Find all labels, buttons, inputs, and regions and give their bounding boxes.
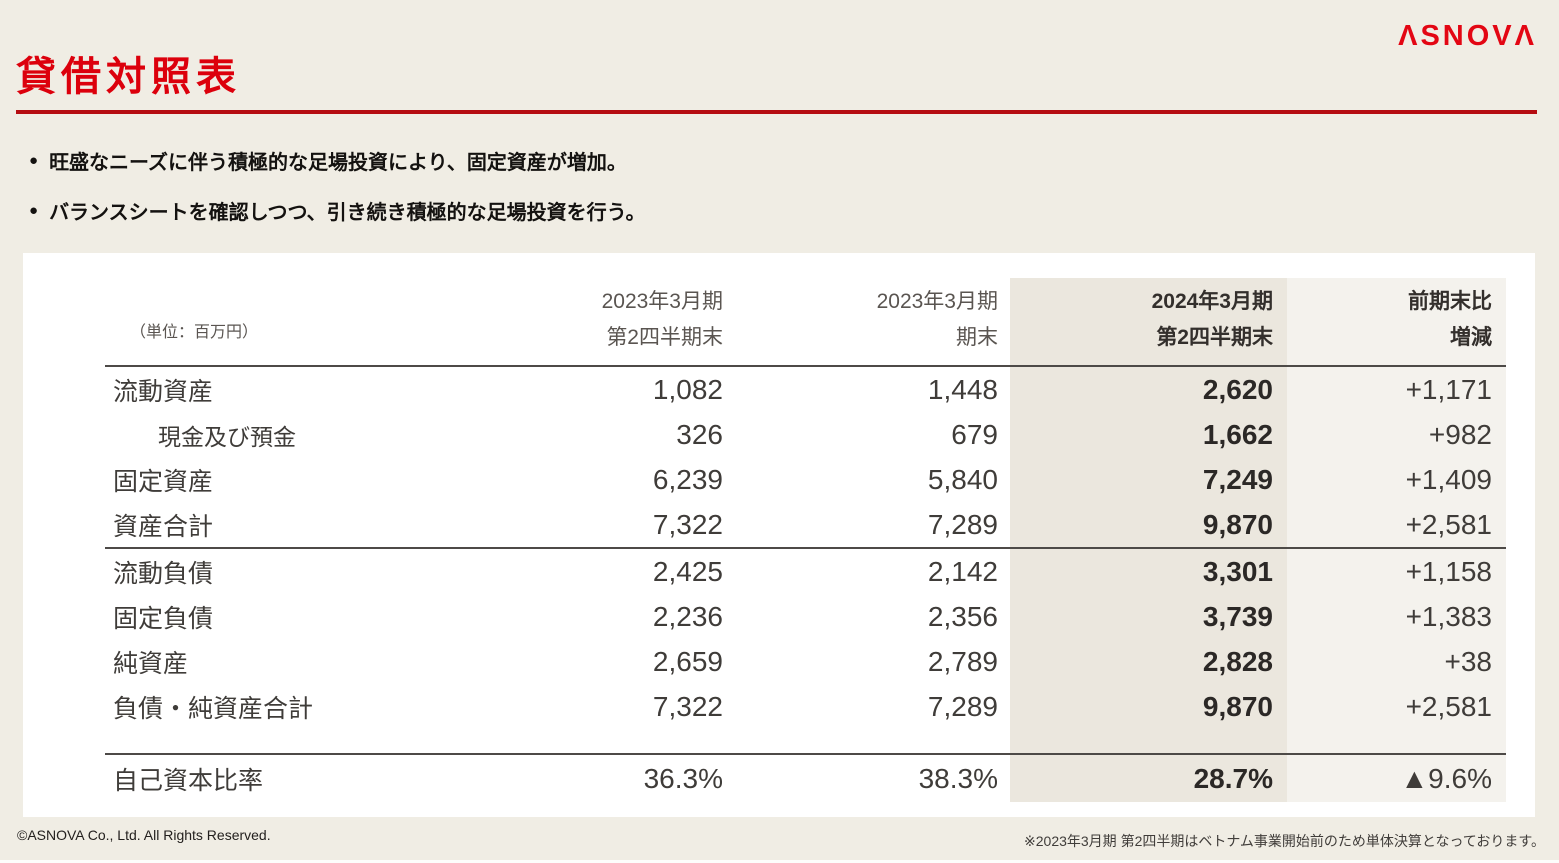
cell-value: 7,289 xyxy=(927,690,998,722)
cell-value: 9,870 xyxy=(1202,690,1273,722)
cell-value: 2,789 xyxy=(927,645,998,677)
row-label: 流動資産 xyxy=(113,377,214,406)
bullet-item: ● バランスシートを確認しつつ、引き続き積極的な足場投資を行う。 xyxy=(29,196,645,225)
bullet-icon: ● xyxy=(29,202,39,219)
table-rows: 流動資産 1,082 1,448 2,620 +1,171 現金及び預金 326… xyxy=(105,367,1506,729)
cell-value: +1,171 xyxy=(1405,373,1492,405)
table-spacer xyxy=(105,729,1506,753)
row-label: 固定負債 xyxy=(113,604,214,633)
cell-value: +2,581 xyxy=(1405,508,1492,540)
row-label: 現金及び預金 xyxy=(158,423,296,450)
unit-label: （単位：百万円） xyxy=(130,324,259,341)
table-row: 流動資産 1,082 1,448 2,620 +1,171 xyxy=(105,367,1506,412)
row-label: 流動負債 xyxy=(113,559,214,588)
row-label: 純資産 xyxy=(113,649,189,678)
cell-value: 2,828 xyxy=(1202,645,1273,677)
cell-value: +982 xyxy=(1428,418,1492,450)
cell-value: +1,383 xyxy=(1405,600,1492,632)
cell-value: 2,142 xyxy=(927,555,998,587)
cell-value: 7,289 xyxy=(927,508,998,540)
cell-value: 7,322 xyxy=(652,508,723,540)
asnova-logo: ΛSNOVΛ xyxy=(1398,20,1537,52)
unit-label-cell: （単位：百万円） xyxy=(105,253,560,365)
table-row-equity-ratio: 自己資本比率 36.3% 38.3% 28.7% ▲9.6% xyxy=(105,753,1506,802)
column-header-change: 前期末比 増減 xyxy=(1408,290,1492,349)
cell-value: 28.7% xyxy=(1193,762,1273,794)
cell-value: +1,409 xyxy=(1405,463,1492,495)
balance-sheet-card: （単位：百万円） 2023年3月期 第2四半期末 2023年3月期 期末 202… xyxy=(23,253,1535,817)
cell-value: 1,662 xyxy=(1202,418,1273,450)
row-label: 負債・純資産合計 xyxy=(113,694,314,723)
table-row: 現金及び預金 326 679 1,662 +982 xyxy=(105,412,1506,457)
bullet-text: 旺盛なニーズに伴う積極的な足場投資により、固定資産が増加。 xyxy=(49,152,627,174)
cell-value: 679 xyxy=(951,418,998,450)
table-row: 純資産 2,659 2,789 2,828 +38 xyxy=(105,639,1506,684)
bullet-icon: ● xyxy=(29,152,39,169)
cell-value: 1,082 xyxy=(652,373,723,405)
table-header: （単位：百万円） 2023年3月期 第2四半期末 2023年3月期 期末 202… xyxy=(105,253,1506,367)
cell-value: 6,239 xyxy=(652,463,723,495)
cell-value: 5,840 xyxy=(927,463,998,495)
cell-value: 9,870 xyxy=(1202,508,1273,540)
bullet-list: ● 旺盛なニーズに伴う積極的な足場投資により、固定資産が増加。 ● バランスシー… xyxy=(29,146,645,246)
cell-value: 7,322 xyxy=(652,690,723,722)
cell-value: 38.3% xyxy=(918,762,998,794)
cell-value: 2,659 xyxy=(652,645,723,677)
cell-value: +38 xyxy=(1444,645,1493,677)
page-title: 貸借対照表 xyxy=(16,55,241,99)
cell-value: 7,249 xyxy=(1202,463,1273,495)
table-row: 資産合計 7,322 7,289 9,870 +2,581 xyxy=(105,502,1506,549)
bottom-edge xyxy=(0,860,1559,863)
copyright: ©ASNOVA Co., Ltd. All Rights Reserved. xyxy=(17,827,271,843)
row-label: 資産合計 xyxy=(113,512,214,541)
row-label: 自己資本比率 xyxy=(113,766,264,795)
cell-value: +2,581 xyxy=(1405,690,1492,722)
bullet-item: ● 旺盛なニーズに伴う積極的な足場投資により、固定資産が増加。 xyxy=(29,146,645,175)
bullet-text: バランスシートを確認しつつ、引き続き積極的な足場投資を行う。 xyxy=(49,202,646,224)
column-header-prior-fy: 2023年3月期 期末 xyxy=(876,290,998,349)
cell-value: 2,356 xyxy=(927,600,998,632)
cell-value: 2,236 xyxy=(652,600,723,632)
cell-value: ▲9.6% xyxy=(1400,762,1492,794)
table-row: 流動負債 2,425 2,142 3,301 +1,158 xyxy=(105,549,1506,594)
cell-value: +1,158 xyxy=(1405,555,1492,587)
cell-value: 326 xyxy=(676,418,723,450)
title-divider xyxy=(16,110,1537,114)
cell-value: 36.3% xyxy=(643,762,723,794)
column-header-current-q2: 2024年3月期 第2四半期末 xyxy=(1151,290,1273,349)
table-row: 固定資産 6,239 5,840 7,249 +1,409 xyxy=(105,457,1506,502)
cell-value: 3,301 xyxy=(1202,555,1273,587)
cell-value: 2,620 xyxy=(1202,373,1273,405)
balance-sheet-table: （単位：百万円） 2023年3月期 第2四半期末 2023年3月期 期末 202… xyxy=(105,253,1506,802)
table-row: 固定負債 2,236 2,356 3,739 +1,383 xyxy=(105,594,1506,639)
cell-value: 1,448 xyxy=(927,373,998,405)
table-row: 負債・純資産合計 7,322 7,289 9,870 +2,581 xyxy=(105,684,1506,729)
footnote: ※2023年3月期 第2四半期はベトナム事業開始前のため単体決算となっております… xyxy=(1024,833,1545,849)
column-header-prior-q2: 2023年3月期 第2四半期末 xyxy=(601,290,723,349)
cell-value: 3,739 xyxy=(1202,600,1273,632)
cell-value: 2,425 xyxy=(652,555,723,587)
row-label: 固定資産 xyxy=(113,467,214,496)
